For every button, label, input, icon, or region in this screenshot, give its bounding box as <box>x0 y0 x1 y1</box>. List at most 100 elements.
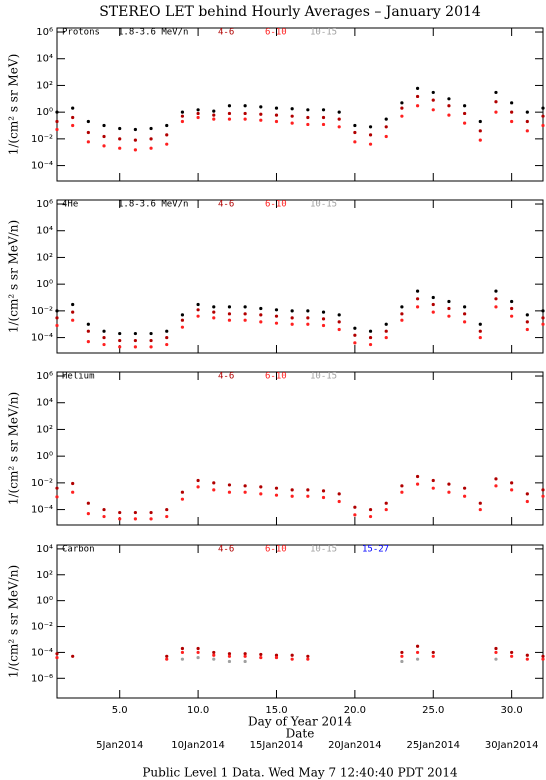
data-point <box>463 320 467 324</box>
x-tick-label: 10.0 <box>187 705 209 716</box>
data-point <box>86 511 90 516</box>
data-point <box>478 329 482 333</box>
data-point <box>353 333 357 337</box>
data-point <box>86 501 90 505</box>
data-point <box>259 320 263 324</box>
data-point <box>196 485 200 489</box>
date-label: 5Jan2014 <box>96 740 143 751</box>
data-point <box>196 650 200 655</box>
data-point <box>541 123 545 128</box>
legend-label: 4-6 <box>218 28 234 38</box>
date-label: 30Jan2014 <box>485 740 539 751</box>
y-tick-label: 10⁻⁴ <box>31 333 53 344</box>
data-point <box>102 329 106 333</box>
data-point <box>400 305 404 309</box>
data-point <box>274 493 279 497</box>
data-point <box>463 121 467 125</box>
data-point <box>243 490 247 494</box>
data-point <box>165 123 169 128</box>
legend-label: 4-6 <box>218 200 234 210</box>
data-point <box>463 104 467 108</box>
date-label: 25Jan2014 <box>406 740 460 751</box>
data-point <box>212 310 216 314</box>
legend-label: 6-10 <box>265 372 287 382</box>
data-point <box>243 305 247 309</box>
data-point <box>463 312 467 316</box>
data-point <box>102 144 106 148</box>
data-point <box>133 345 137 349</box>
data-point <box>510 306 514 311</box>
data-point <box>180 318 185 322</box>
data-point <box>306 488 310 492</box>
data-point <box>243 104 247 108</box>
x-tick-label: 30.0 <box>501 705 523 716</box>
data-point <box>525 320 529 324</box>
data-point <box>274 119 279 124</box>
data-point <box>306 654 310 658</box>
data-point <box>353 140 357 144</box>
data-point <box>274 321 279 325</box>
data-point <box>321 495 326 500</box>
data-point <box>447 314 451 318</box>
data-point <box>525 327 529 332</box>
data-point <box>290 316 294 320</box>
data-point <box>165 335 169 340</box>
data-point <box>55 119 59 124</box>
data-point <box>55 110 59 114</box>
data-point <box>86 140 90 144</box>
data-point <box>86 329 90 333</box>
data-point <box>227 312 232 316</box>
data-point <box>196 646 200 651</box>
x-tick-label: 15.0 <box>265 705 287 716</box>
data-point <box>494 484 498 488</box>
data-point <box>71 490 75 494</box>
data-point <box>227 104 232 108</box>
data-point <box>196 655 200 660</box>
data-point <box>353 123 357 128</box>
data-point <box>384 322 388 326</box>
data-point <box>102 514 106 519</box>
data-point <box>478 507 482 512</box>
y-tick-label: 10⁴ <box>36 544 53 555</box>
data-point <box>71 115 75 120</box>
data-point <box>400 654 404 658</box>
data-point <box>227 490 232 494</box>
data-point <box>510 299 514 304</box>
data-point <box>353 326 357 330</box>
legend-label: 6-10 <box>265 200 287 210</box>
plot-frame <box>56 27 544 182</box>
data-point <box>227 483 232 487</box>
data-point <box>196 478 200 483</box>
data-point <box>478 501 482 505</box>
data-point <box>290 107 294 111</box>
data-point <box>55 652 59 656</box>
y-tick-label: 10⁶ <box>36 199 53 210</box>
data-point <box>118 146 122 150</box>
data-point <box>541 114 545 118</box>
data-point <box>71 123 75 128</box>
data-point <box>180 650 185 655</box>
data-point <box>180 313 185 317</box>
panel-label: Helium <box>62 372 95 382</box>
data-point <box>227 659 232 664</box>
x-tick-label: 5.0 <box>112 705 128 716</box>
data-point <box>118 338 122 343</box>
data-point <box>133 127 137 132</box>
data-point <box>306 322 310 326</box>
data-point <box>149 331 153 336</box>
data-point <box>415 86 420 91</box>
y-tick-label: 10⁴ <box>36 398 53 409</box>
data-point <box>212 653 216 657</box>
data-point <box>541 106 545 110</box>
data-point <box>431 486 435 490</box>
date-label: 20Jan2014 <box>328 740 382 751</box>
y-tick-label: 10⁻⁶ <box>31 673 53 684</box>
data-point <box>415 482 420 486</box>
data-point <box>494 650 498 655</box>
data-point <box>212 113 216 117</box>
y-tick-label: 10⁰ <box>36 451 53 462</box>
data-point <box>478 129 482 133</box>
data-point <box>337 313 341 317</box>
data-point <box>321 317 326 321</box>
